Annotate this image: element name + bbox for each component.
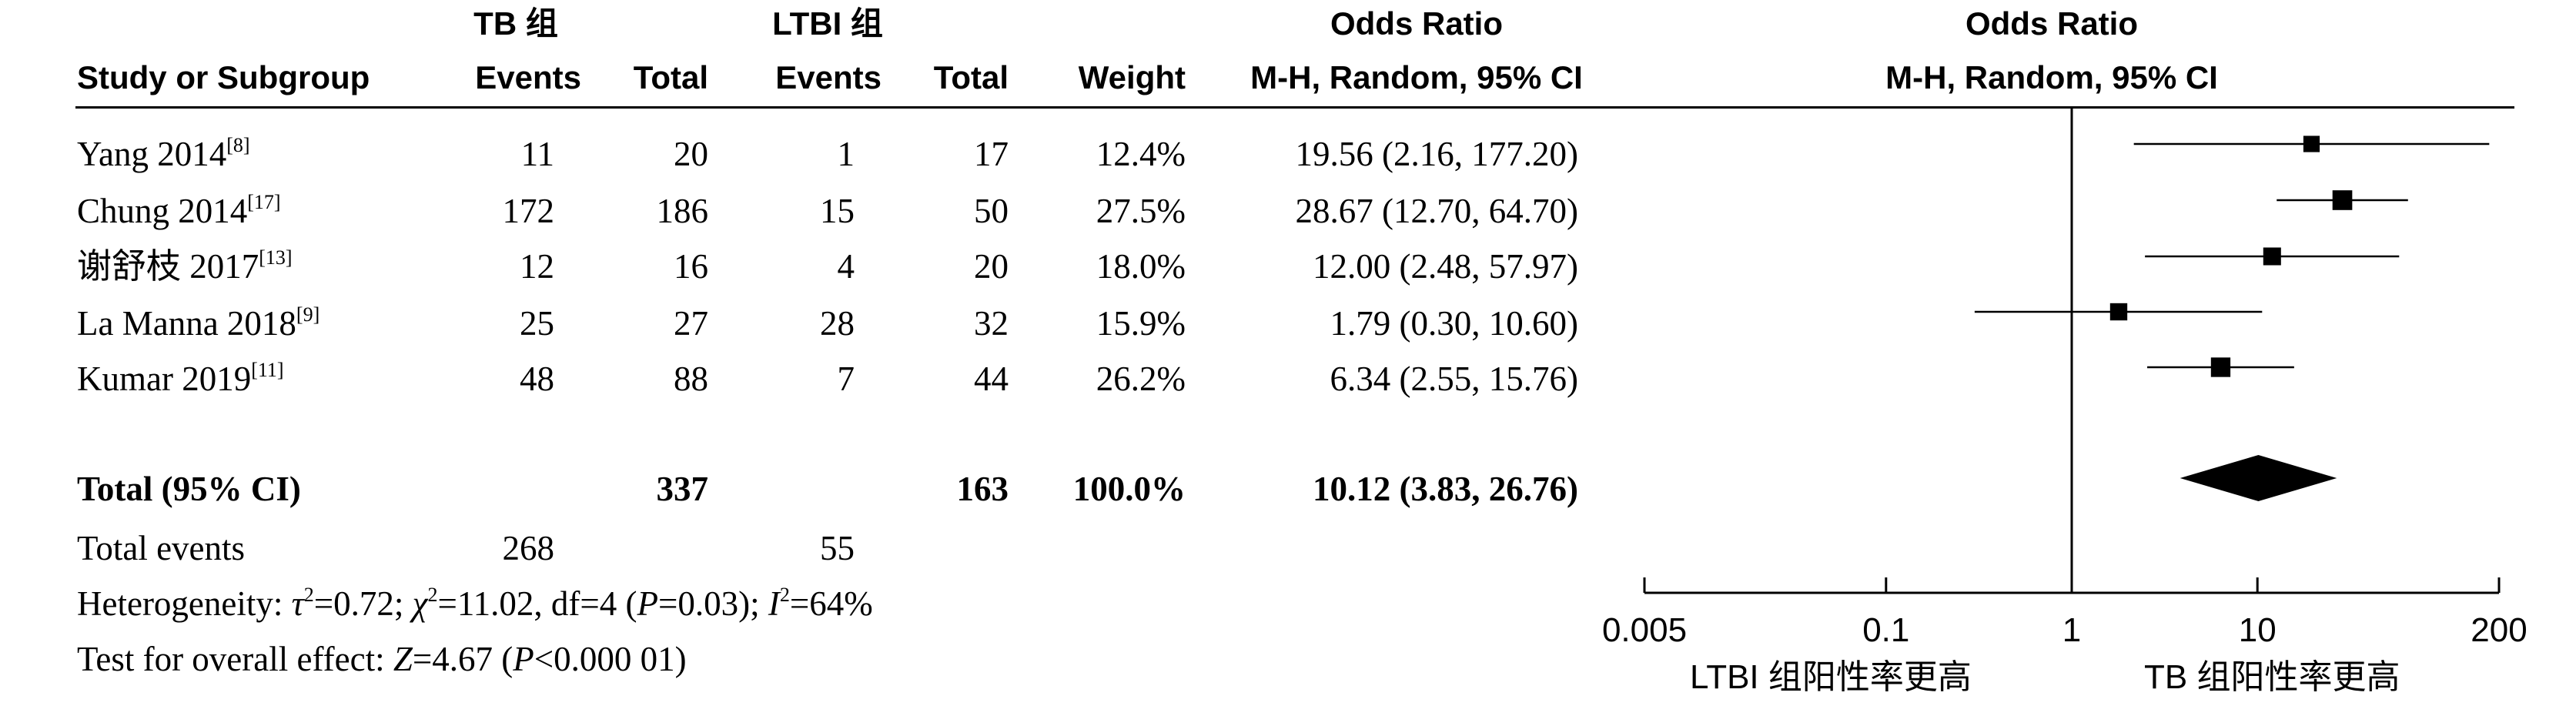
x-tick-label: 10 (2239, 611, 2277, 649)
total-ltbi-total: 163 (956, 470, 1009, 508)
ltbi-total-cell: 44 (974, 360, 1009, 398)
tb-total-cell: 27 (674, 304, 708, 343)
total-ci: 10.12 (3.83, 26.76) (1313, 470, 1578, 508)
study-name-text: Kumar 2019 (77, 360, 252, 398)
study-reference: [13] (259, 246, 293, 269)
i-sq: 2 (779, 584, 790, 606)
chi-symbol: χ (412, 584, 428, 623)
or-title: Odds Ratio (1330, 5, 1503, 42)
effect-square (2303, 136, 2320, 152)
tb-events-cell: 25 (520, 304, 554, 343)
group1-header: TB 组 (473, 5, 558, 42)
ltbi-events-cell: 28 (820, 304, 855, 343)
tb-events-cell: 172 (502, 192, 555, 230)
ltbi-total-cell: 20 (974, 247, 1009, 286)
tau-symbol: τ (291, 584, 304, 623)
weight-cell: 15.9% (1096, 304, 1186, 343)
pooled-diamond (2180, 455, 2337, 501)
ci-cell: 28.67 (12.70, 64.70) (1295, 192, 1578, 230)
i-value: =64% (789, 584, 873, 623)
events-tb: 268 (502, 529, 555, 567)
het-p-symbol: P (637, 584, 659, 623)
ltbi-total-cell: 32 (974, 304, 1009, 343)
ci-cell: 19.56 (2.16, 177.20) (1295, 135, 1578, 173)
axis-label-right: TB 组阳性率更高 (2144, 658, 2400, 696)
axis-label-left: LTBI 组阳性率更高 (1690, 658, 1972, 696)
tb-total-cell: 16 (674, 247, 708, 286)
chi-sq: 2 (427, 584, 438, 606)
weight-cell: 12.4% (1096, 135, 1186, 173)
study-column-header: Study or Subgroup (77, 59, 370, 95)
study-reference: [11] (251, 359, 284, 381)
effect-square (2332, 190, 2353, 210)
study-reference: [8] (226, 134, 250, 156)
study-name: La Manna 2018[9] (77, 303, 320, 343)
ci-cell: 6.34 (2.55, 15.76) (1330, 360, 1578, 398)
overall-prefix: Test for overall effect: (77, 640, 393, 678)
tb-total-cell: 186 (656, 192, 709, 230)
study-name: Chung 2014[17] (77, 191, 281, 230)
tau-sq: 2 (303, 584, 314, 606)
or-method-header: M-H, Random, 95% CI (1250, 59, 1583, 95)
x-tick-label: 200 (2471, 611, 2527, 649)
z-symbol: Z (393, 640, 413, 678)
tb-events-header: Events (475, 59, 581, 95)
study-reference: [17] (247, 191, 281, 213)
ltbi-total-cell: 50 (974, 192, 1009, 230)
z-value: =4.67 ( (412, 640, 514, 678)
ltbi-events-cell: 4 (837, 247, 855, 286)
x-tick-label: 0.005 (1602, 611, 1687, 649)
ltbi-total-cell: 17 (974, 135, 1009, 173)
total-weight: 100.0% (1072, 470, 1186, 508)
ltbi-events-cell: 7 (837, 360, 855, 398)
tb-events-cell: 12 (520, 247, 554, 286)
het-p-value: =0.03); (658, 584, 768, 623)
header-rule (75, 106, 2514, 109)
study-name-text: Yang 2014 (77, 135, 227, 173)
i-symbol: I (768, 584, 780, 623)
events-label: Total events (77, 529, 246, 567)
ci-cell: 12.00 (2.48, 57.97) (1313, 247, 1578, 286)
x-tick-label: 1 (2062, 611, 2081, 649)
group2-header: LTBI 组 (772, 5, 883, 42)
ltbi-events-header: Events (775, 59, 882, 95)
ltbi-events-cell: 1 (837, 135, 855, 173)
weight-header: Weight (1078, 59, 1186, 95)
plot-method-header: M-H, Random, 95% CI (1885, 59, 2218, 95)
study-name: Kumar 2019[11] (77, 359, 284, 398)
tau-value: =0.72; (313, 584, 413, 623)
tb-events-cell: 48 (520, 360, 554, 398)
events-ltbi: 55 (820, 529, 855, 567)
effect-square (2109, 303, 2128, 321)
overall-p-symbol: P (513, 640, 534, 678)
study-name: 谢舒枝 2017[13] (77, 246, 293, 286)
x-tick-label: 0.1 (1862, 611, 1909, 649)
ci-cell: 1.79 (0.30, 10.60) (1330, 304, 1578, 343)
ltbi-events-cell: 15 (820, 192, 855, 230)
heterogeneity-prefix: Heterogeneity: (77, 584, 292, 623)
overall-effect-line: Test for overall effect: Z=4.67 (P<0.000… (77, 642, 687, 677)
effect-square (2210, 357, 2231, 377)
study-name-text: 谢舒枝 2017 (77, 247, 259, 286)
weight-cell: 26.2% (1096, 360, 1186, 398)
total-label: Total (95% CI) (77, 470, 301, 508)
tb-total-cell: 88 (674, 360, 708, 398)
tb-events-cell: 11 (520, 135, 554, 173)
study-name-text: La Manna 2018 (77, 304, 296, 343)
tb-total-cell: 20 (674, 135, 708, 173)
chi-value: =11.02, df=4 ( (437, 584, 637, 623)
ltbi-total-header: Total (933, 59, 1009, 95)
tb-total-header: Total (633, 59, 708, 95)
study-name-text: Chung 2014 (77, 192, 248, 230)
heterogeneity-line: Heterogeneity: τ2=0.72; χ2=11.02, df=4 (… (77, 584, 873, 623)
plot-title: Odds Ratio (1965, 5, 2138, 42)
study-name: Yang 2014[8] (77, 134, 250, 173)
study-reference: [9] (296, 303, 320, 326)
total-tb-total: 337 (656, 470, 709, 508)
weight-cell: 27.5% (1096, 192, 1186, 230)
overall-p-value: <0.000 01) (534, 640, 687, 678)
effect-square (2263, 247, 2281, 266)
weight-cell: 18.0% (1096, 247, 1186, 286)
